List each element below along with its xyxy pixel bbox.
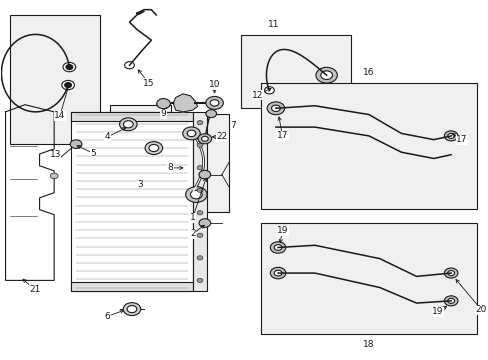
Circle shape bbox=[210, 100, 219, 106]
Bar bbox=[241, 35, 350, 108]
Circle shape bbox=[197, 256, 203, 260]
Circle shape bbox=[145, 141, 162, 154]
Circle shape bbox=[264, 87, 274, 94]
Circle shape bbox=[70, 140, 81, 148]
Circle shape bbox=[197, 188, 203, 192]
Circle shape bbox=[197, 233, 203, 238]
Text: 19: 19 bbox=[276, 226, 287, 235]
Circle shape bbox=[119, 118, 137, 131]
Circle shape bbox=[64, 82, 71, 87]
Circle shape bbox=[266, 102, 284, 115]
Circle shape bbox=[185, 186, 206, 202]
Circle shape bbox=[320, 71, 332, 80]
Circle shape bbox=[123, 121, 133, 128]
Bar bbox=[71, 112, 192, 291]
Circle shape bbox=[270, 242, 285, 253]
Circle shape bbox=[205, 110, 216, 118]
Text: 18: 18 bbox=[363, 341, 374, 350]
Circle shape bbox=[444, 268, 457, 278]
Bar bbox=[10, 15, 100, 144]
Circle shape bbox=[315, 67, 337, 83]
Circle shape bbox=[270, 267, 285, 279]
Text: 16: 16 bbox=[363, 68, 374, 77]
Bar bbox=[71, 282, 192, 291]
Text: 11: 11 bbox=[268, 19, 279, 28]
Text: 3: 3 bbox=[137, 180, 143, 189]
Circle shape bbox=[61, 80, 74, 90]
Bar bbox=[260, 223, 476, 334]
Text: 22: 22 bbox=[216, 132, 227, 141]
Text: 1: 1 bbox=[189, 213, 195, 222]
Circle shape bbox=[447, 271, 454, 275]
Text: 7: 7 bbox=[229, 121, 235, 130]
Circle shape bbox=[157, 99, 170, 109]
Circle shape bbox=[183, 127, 200, 140]
Text: 9: 9 bbox=[161, 109, 166, 118]
Circle shape bbox=[127, 306, 137, 313]
Text: 13: 13 bbox=[50, 150, 61, 159]
Circle shape bbox=[444, 131, 457, 141]
Circle shape bbox=[201, 136, 208, 141]
Circle shape bbox=[198, 134, 211, 144]
Text: 2: 2 bbox=[189, 229, 195, 238]
Circle shape bbox=[199, 219, 210, 227]
Circle shape bbox=[197, 278, 203, 283]
Circle shape bbox=[271, 105, 280, 112]
Text: 4: 4 bbox=[104, 132, 110, 141]
Circle shape bbox=[187, 130, 196, 136]
Circle shape bbox=[197, 166, 203, 170]
Bar bbox=[260, 83, 476, 209]
Circle shape bbox=[190, 190, 202, 199]
Text: 15: 15 bbox=[143, 79, 154, 88]
Circle shape bbox=[63, 62, 76, 72]
Text: 8: 8 bbox=[167, 163, 173, 172]
Circle shape bbox=[149, 144, 159, 152]
Circle shape bbox=[274, 245, 282, 250]
Text: 17: 17 bbox=[455, 135, 467, 144]
Circle shape bbox=[123, 303, 141, 316]
Text: 6: 6 bbox=[104, 312, 110, 321]
Text: 10: 10 bbox=[208, 81, 220, 90]
Circle shape bbox=[197, 121, 203, 125]
Circle shape bbox=[447, 134, 454, 138]
Circle shape bbox=[447, 298, 454, 303]
Bar bbox=[71, 112, 192, 121]
Circle shape bbox=[274, 270, 282, 276]
Text: 17: 17 bbox=[276, 131, 287, 140]
Circle shape bbox=[197, 143, 203, 147]
Circle shape bbox=[50, 173, 58, 179]
Text: 14: 14 bbox=[54, 111, 65, 120]
Text: 20: 20 bbox=[475, 305, 486, 314]
Text: 12: 12 bbox=[251, 91, 263, 100]
Polygon shape bbox=[173, 94, 197, 112]
Circle shape bbox=[66, 64, 73, 69]
Circle shape bbox=[199, 170, 210, 179]
Text: 5: 5 bbox=[90, 149, 96, 158]
Bar bbox=[110, 105, 170, 175]
Text: 19: 19 bbox=[431, 307, 443, 316]
Circle shape bbox=[444, 296, 457, 306]
Bar bbox=[192, 112, 207, 291]
Circle shape bbox=[124, 62, 134, 69]
Bar bbox=[154, 114, 229, 212]
Circle shape bbox=[197, 211, 203, 215]
Text: 21: 21 bbox=[29, 285, 41, 294]
Circle shape bbox=[205, 96, 223, 109]
